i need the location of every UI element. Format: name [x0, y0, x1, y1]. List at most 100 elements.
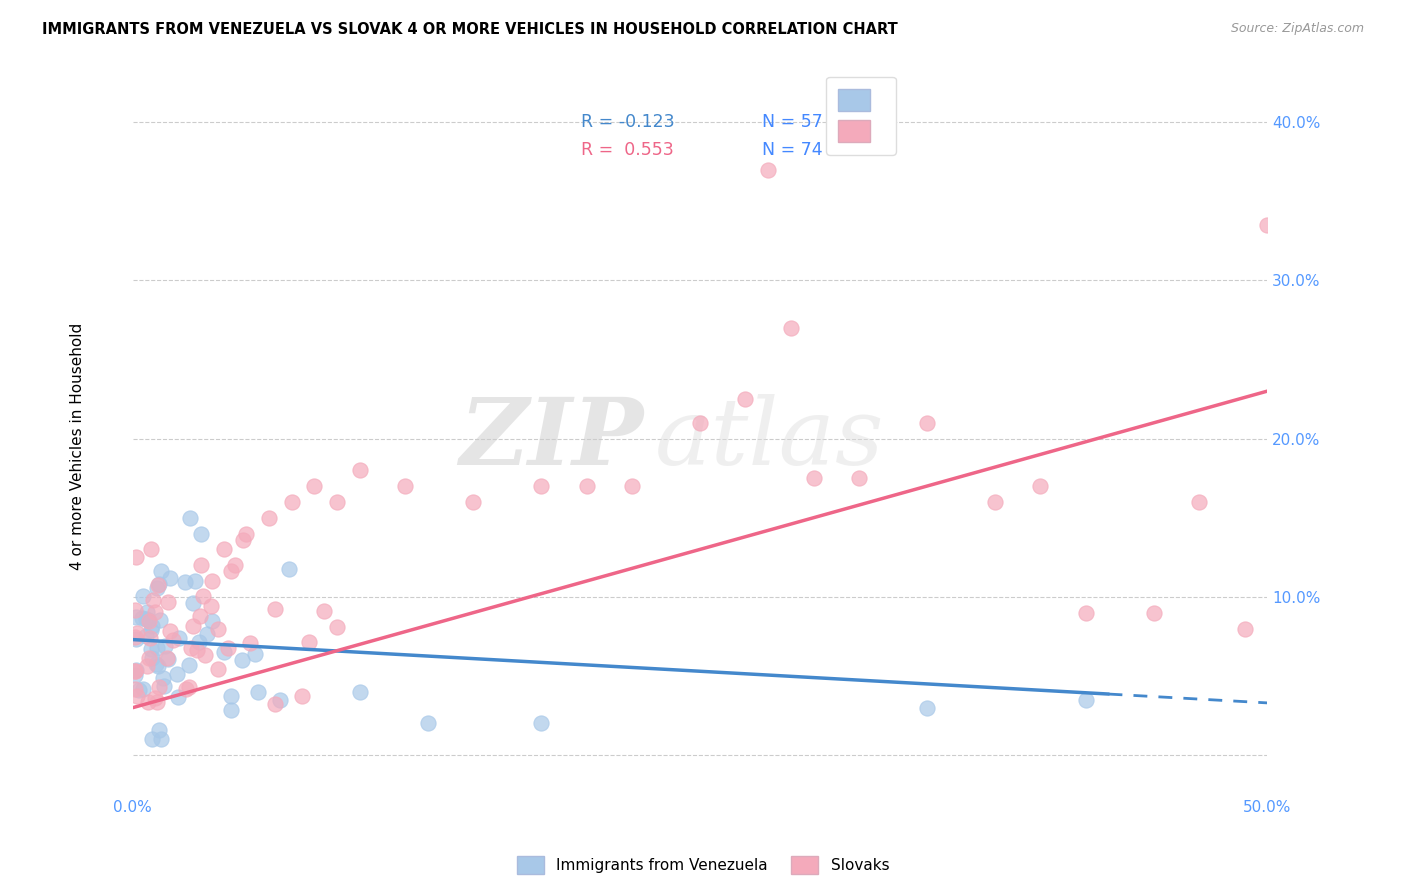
- Point: [349, 685, 371, 699]
- Text: R =  0.553: R = 0.553: [581, 141, 673, 159]
- Point: [1143, 606, 1166, 620]
- Point: [155, 639, 177, 653]
- Text: IMMIGRANTS FROM VENEZUELA VS SLOVAK 4 OR MORE VEHICLES IN HOUSEHOLD CORRELATION : IMMIGRANTS FROM VENEZUELA VS SLOVAK 4 OR…: [42, 22, 898, 37]
- Point: [124, 603, 146, 617]
- Point: [174, 682, 197, 697]
- Point: [153, 679, 176, 693]
- Point: [183, 574, 205, 588]
- Point: [148, 576, 170, 591]
- Point: [141, 619, 163, 633]
- Point: [304, 479, 326, 493]
- Point: [148, 723, 170, 738]
- Point: [193, 590, 215, 604]
- Point: [1029, 479, 1052, 493]
- Point: [264, 601, 287, 615]
- Point: [135, 659, 157, 673]
- Point: [146, 641, 169, 656]
- Point: [326, 495, 349, 509]
- Point: [131, 610, 153, 624]
- Point: [124, 632, 146, 646]
- Point: [224, 558, 246, 573]
- Point: [291, 690, 314, 704]
- Point: [245, 648, 267, 662]
- Point: [1188, 495, 1211, 509]
- Point: [1233, 622, 1256, 636]
- Point: [194, 648, 217, 662]
- Point: [186, 643, 208, 657]
- Point: [416, 716, 439, 731]
- Point: [141, 651, 163, 665]
- Legend: Immigrants from Venezuela, Slovaks: Immigrants from Venezuela, Slovaks: [510, 850, 896, 880]
- Text: Source: ZipAtlas.com: Source: ZipAtlas.com: [1230, 22, 1364, 36]
- Point: [141, 541, 163, 556]
- Point: [156, 651, 179, 665]
- Point: [530, 479, 553, 493]
- Point: [156, 652, 179, 666]
- Point: [463, 495, 485, 509]
- Point: [235, 526, 257, 541]
- Point: [575, 479, 598, 493]
- Point: [183, 619, 205, 633]
- Point: [179, 510, 201, 524]
- Point: [124, 667, 146, 681]
- Legend: , : ,: [827, 77, 896, 154]
- Point: [219, 689, 242, 703]
- Point: [326, 620, 349, 634]
- Point: [136, 695, 159, 709]
- Point: [162, 632, 184, 647]
- Point: [195, 627, 218, 641]
- Point: [135, 629, 157, 643]
- Point: [146, 581, 169, 595]
- Point: [166, 666, 188, 681]
- Point: [212, 645, 235, 659]
- Point: [174, 575, 197, 590]
- Point: [132, 681, 155, 696]
- Point: [135, 612, 157, 626]
- Text: atlas: atlas: [655, 393, 884, 483]
- Point: [125, 550, 148, 565]
- Point: [207, 623, 229, 637]
- Point: [188, 634, 211, 648]
- Point: [734, 392, 756, 406]
- Point: [314, 604, 336, 618]
- Point: [1256, 218, 1278, 232]
- Point: [127, 690, 149, 704]
- Point: [138, 650, 160, 665]
- Point: [138, 615, 160, 629]
- Point: [179, 680, 201, 694]
- Point: [190, 558, 212, 573]
- Point: [142, 593, 165, 607]
- Point: [139, 642, 162, 657]
- Point: [138, 632, 160, 646]
- Point: [146, 695, 169, 709]
- Point: [848, 471, 870, 485]
- Point: [167, 631, 190, 645]
- Point: [149, 613, 172, 627]
- Point: [219, 703, 242, 717]
- Text: R = -0.123: R = -0.123: [581, 112, 675, 130]
- Point: [263, 698, 285, 712]
- Point: [269, 692, 291, 706]
- Point: [146, 578, 169, 592]
- Point: [148, 681, 170, 695]
- Point: [349, 463, 371, 477]
- Point: [152, 671, 174, 685]
- Point: [145, 657, 167, 672]
- Point: [756, 162, 779, 177]
- Text: 4 or more Vehicles in Household: 4 or more Vehicles in Household: [70, 322, 84, 570]
- Point: [143, 690, 166, 705]
- Point: [190, 526, 212, 541]
- Point: [146, 659, 169, 673]
- Point: [156, 595, 179, 609]
- Point: [803, 471, 825, 485]
- Point: [131, 589, 153, 603]
- Text: ZIP: ZIP: [460, 393, 644, 483]
- Point: [915, 416, 938, 430]
- Point: [124, 665, 146, 679]
- Point: [201, 614, 224, 628]
- Point: [915, 700, 938, 714]
- Point: [239, 636, 262, 650]
- Point: [1074, 692, 1097, 706]
- Point: [298, 635, 321, 649]
- Point: [689, 416, 711, 430]
